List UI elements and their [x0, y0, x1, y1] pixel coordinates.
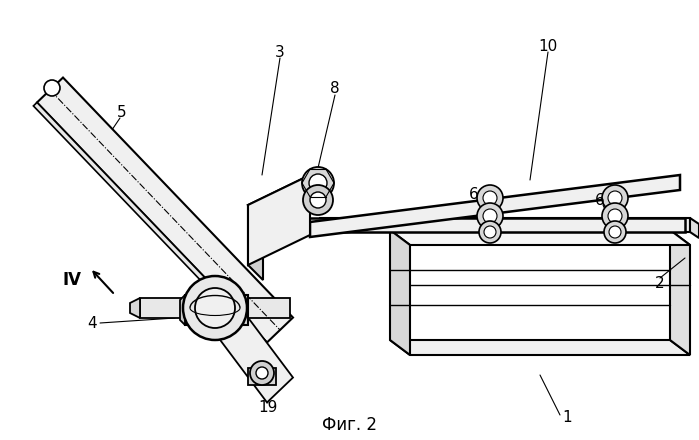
- Text: 1: 1: [562, 411, 572, 425]
- Polygon shape: [207, 297, 293, 403]
- Text: 10: 10: [538, 39, 558, 54]
- Polygon shape: [185, 295, 248, 325]
- Polygon shape: [34, 103, 267, 346]
- Polygon shape: [390, 230, 410, 355]
- Circle shape: [608, 191, 622, 205]
- Polygon shape: [248, 175, 325, 220]
- Text: 4: 4: [87, 315, 97, 330]
- Polygon shape: [390, 340, 690, 355]
- Text: 2: 2: [655, 275, 665, 290]
- Polygon shape: [390, 230, 690, 245]
- Polygon shape: [140, 298, 290, 318]
- Polygon shape: [248, 205, 263, 280]
- Polygon shape: [248, 175, 310, 265]
- Text: 8: 8: [330, 81, 340, 95]
- Polygon shape: [248, 368, 276, 385]
- Polygon shape: [670, 230, 690, 355]
- Circle shape: [302, 167, 334, 199]
- Text: IV: IV: [62, 271, 81, 289]
- Circle shape: [183, 276, 247, 340]
- Polygon shape: [690, 218, 699, 238]
- Circle shape: [250, 361, 274, 385]
- Circle shape: [477, 203, 503, 229]
- Circle shape: [195, 288, 235, 328]
- Circle shape: [604, 221, 626, 243]
- Circle shape: [477, 185, 503, 211]
- Circle shape: [602, 185, 628, 211]
- Text: 6: 6: [469, 187, 479, 202]
- Text: 6: 6: [595, 193, 605, 208]
- Circle shape: [303, 185, 333, 215]
- Polygon shape: [310, 175, 680, 237]
- Polygon shape: [305, 218, 685, 232]
- Circle shape: [309, 174, 327, 192]
- Text: Фиг. 2: Фиг. 2: [322, 416, 377, 434]
- Circle shape: [609, 226, 621, 238]
- Circle shape: [602, 203, 628, 229]
- Polygon shape: [320, 218, 690, 232]
- Circle shape: [310, 192, 326, 208]
- Polygon shape: [37, 77, 293, 342]
- Text: 3: 3: [275, 44, 285, 59]
- Circle shape: [483, 209, 497, 223]
- Text: 5: 5: [117, 105, 127, 120]
- Polygon shape: [130, 298, 140, 318]
- Circle shape: [479, 221, 501, 243]
- Circle shape: [256, 367, 268, 379]
- Circle shape: [484, 226, 496, 238]
- Text: 19: 19: [259, 400, 278, 415]
- Circle shape: [44, 80, 60, 96]
- Polygon shape: [180, 295, 185, 325]
- Circle shape: [608, 209, 622, 223]
- Circle shape: [483, 191, 497, 205]
